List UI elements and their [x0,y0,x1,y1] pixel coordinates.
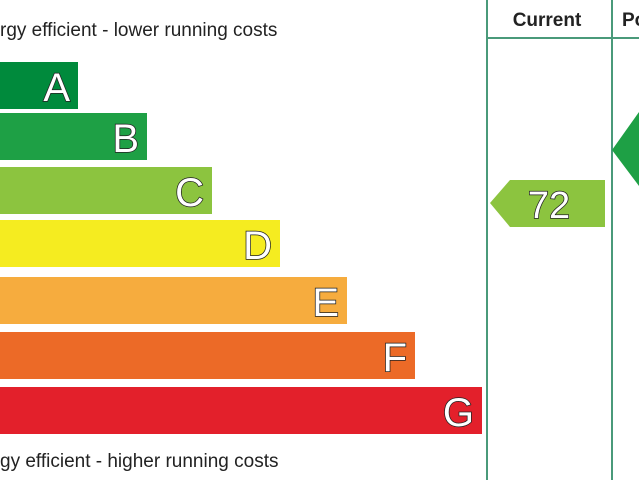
current-arrow [490,180,605,227]
potential-arrow [612,112,639,186]
band-letter: C [175,171,204,215]
band [0,387,482,434]
band [0,62,78,109]
band [0,167,212,214]
band-letter: B [112,117,139,161]
band [0,113,147,160]
band [0,220,280,267]
band-letter: A [43,66,70,110]
band [0,277,347,324]
band-letter: E [312,281,339,325]
column-header: Current [513,10,582,31]
column-header: Po [622,10,639,31]
current-value: 72 [528,185,570,227]
bottom-label: gy efficient - higher running costs [0,451,278,472]
band-letter: F [383,336,407,380]
band-letter: D [243,224,272,268]
top-label: rgy efficient - lower running costs [0,20,277,41]
band-letter: G [443,391,474,435]
band [0,332,415,379]
